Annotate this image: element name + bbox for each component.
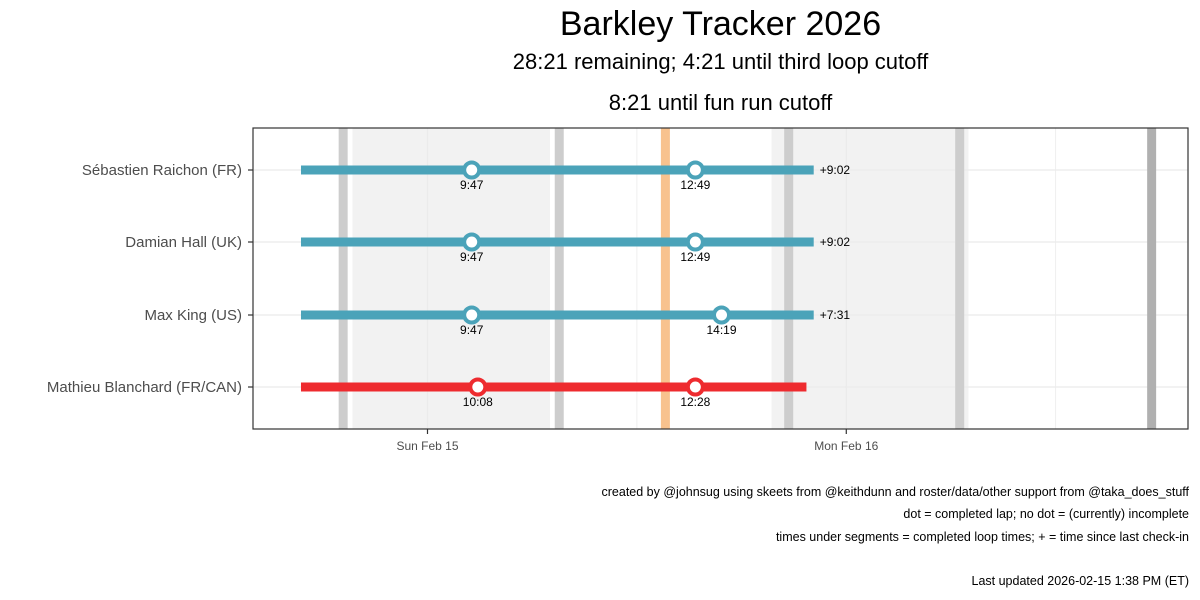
lap-time-label: 12:49 (680, 250, 710, 264)
x-axis-tick-label: Mon Feb 16 (814, 439, 878, 453)
lap-time-label: 12:49 (680, 178, 710, 192)
runner-name-label: Max King (US) (144, 307, 242, 324)
night-shade-band (352, 128, 550, 429)
gray-time-band (554, 128, 564, 429)
since-checkin-label: +7:31 (820, 308, 851, 322)
lap-completion-dot (712, 305, 732, 325)
since-checkin-label: +9:02 (820, 163, 851, 177)
times-note-caption: times under segments = completed loop ti… (775, 530, 1189, 544)
gray-time-band (338, 128, 348, 429)
runner-name-label: Sébastien Raichon (FR) (82, 162, 242, 179)
lap-completion-dot (685, 232, 705, 252)
runner-name-label: Mathieu Blanchard (FR/CAN) (47, 379, 242, 396)
chart-subtitle-remaining: 28:21 remaining; 4:21 until third loop c… (512, 49, 929, 74)
legend-note-caption: dot = completed lap; no dot = (currently… (903, 507, 1189, 521)
chart-title: Barkley Tracker 2026 (559, 5, 882, 43)
night-shade-band (771, 128, 969, 429)
lap-time-label: 14:19 (707, 323, 737, 337)
gray-time-band (955, 128, 965, 429)
dark-time-band (1147, 128, 1157, 429)
lap-completion-dot (685, 160, 705, 180)
x-axis-tick-label: Sun Feb 15 (396, 439, 458, 453)
lap-time-label: 9:47 (460, 250, 484, 264)
chart-subtitle-fun-run: 8:21 until fun run cutoff (608, 90, 833, 115)
credit-caption: created by @johnsug using skeets from @k… (601, 485, 1189, 499)
runner-name-label: Damian Hall (UK) (125, 234, 242, 251)
lap-time-label: 9:47 (460, 178, 484, 192)
gray-time-band (784, 128, 794, 429)
lap-completion-dot (462, 232, 482, 252)
lap-completion-dot (462, 160, 482, 180)
current-time-marker (660, 128, 670, 429)
lap-time-label: 10:08 (463, 395, 493, 409)
plot-border (252, 127, 1189, 430)
last-updated-caption: Last updated 2026-02-15 1:38 PM (ET) (971, 574, 1190, 588)
since-checkin-label: +9:02 (820, 235, 851, 249)
lap-completion-dot (685, 377, 705, 397)
lap-completion-dot (462, 305, 482, 325)
lap-time-label: 12:28 (680, 395, 710, 409)
lap-time-label: 9:47 (460, 323, 484, 337)
lap-completion-dot (468, 377, 488, 397)
